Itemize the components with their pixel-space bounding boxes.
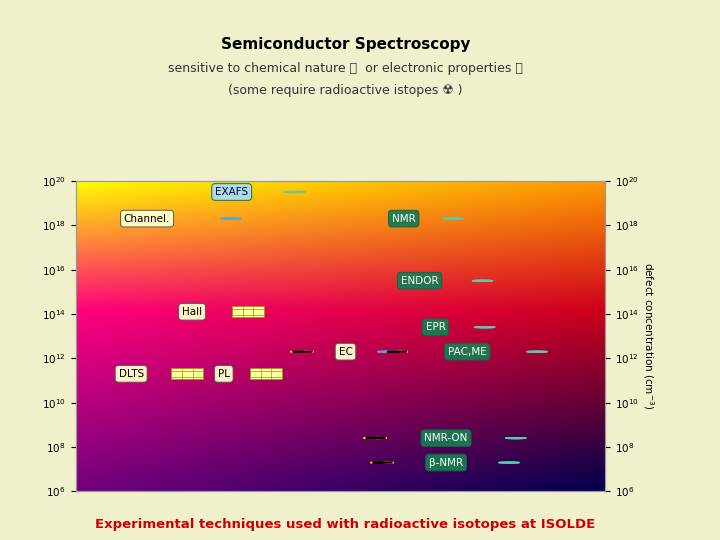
- Text: Experimental techniques used with radioactive isotopes at ISOLDE: Experimental techniques used with radioa…: [96, 518, 595, 531]
- Text: EXAFS: EXAFS: [215, 187, 248, 197]
- Ellipse shape: [481, 327, 489, 328]
- Text: EPR: EPR: [426, 322, 446, 332]
- Ellipse shape: [505, 462, 513, 463]
- FancyBboxPatch shape: [171, 368, 203, 380]
- FancyBboxPatch shape: [233, 306, 264, 318]
- Y-axis label: defect concentration (cm$^{-3}$): defect concentration (cm$^{-3}$): [641, 262, 655, 410]
- Text: Channel.: Channel.: [124, 214, 170, 224]
- Text: NMR: NMR: [392, 214, 415, 224]
- Ellipse shape: [370, 462, 394, 463]
- Text: (some require radioactive istopes ☢ ): (some require radioactive istopes ☢ ): [228, 84, 463, 97]
- Ellipse shape: [479, 280, 487, 281]
- Text: DLTS: DLTS: [119, 369, 144, 379]
- Text: Hall: Hall: [182, 307, 202, 317]
- Text: NMR-ON: NMR-ON: [424, 433, 468, 443]
- Text: ENDOR: ENDOR: [401, 276, 438, 286]
- Text: EC: EC: [338, 347, 352, 357]
- Ellipse shape: [227, 218, 235, 219]
- Text: β-NMR: β-NMR: [429, 457, 463, 468]
- Text: PL: PL: [217, 369, 230, 379]
- FancyBboxPatch shape: [251, 368, 282, 380]
- Text: PAC,ME: PAC,ME: [448, 347, 487, 357]
- Ellipse shape: [449, 218, 457, 219]
- Text: sensitive to chemical nature 🔵  or electronic properties 🟨: sensitive to chemical nature 🔵 or electr…: [168, 62, 523, 75]
- Text: Semiconductor Spectroscopy: Semiconductor Spectroscopy: [221, 37, 470, 52]
